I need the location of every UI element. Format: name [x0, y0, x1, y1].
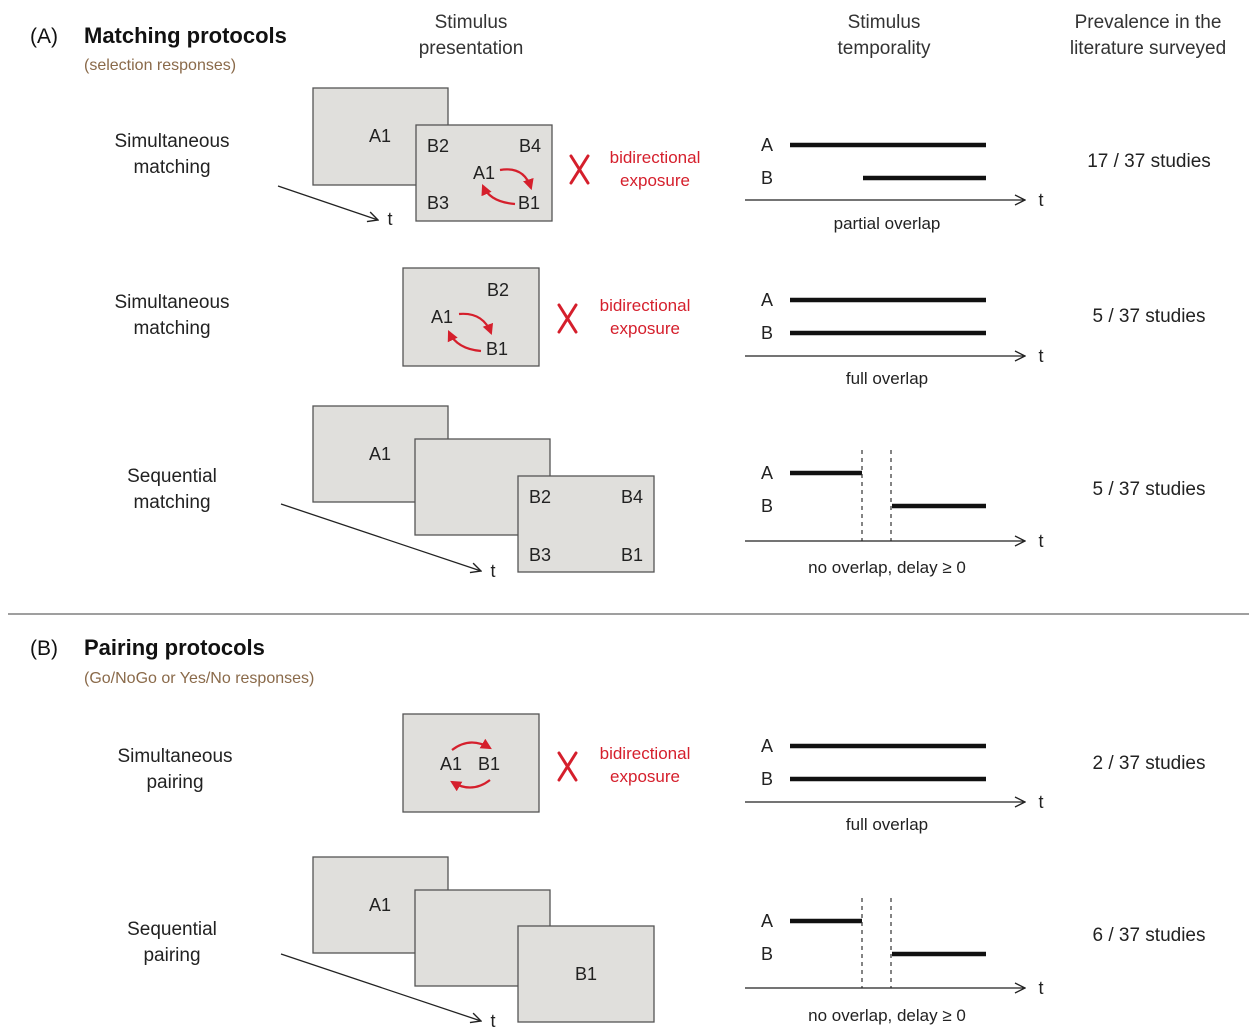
- section-b-title: Pairing protocols: [84, 635, 265, 660]
- row-sequential-pairing: Sequential pairing A1 B1 t A B t no over…: [127, 856, 1206, 1031]
- section-a-subtitle: (selection responses): [84, 57, 236, 74]
- time-arrow: [277, 185, 378, 220]
- bidirectional-label-line2: exposure: [610, 767, 680, 786]
- header-stimulus-presentation-line2: presentation: [419, 38, 524, 59]
- time-axis-label: t: [1038, 792, 1043, 812]
- bidirectional-arrow-forward: [499, 168, 534, 191]
- stim-label-a1: A1: [369, 126, 391, 146]
- bidirectional-label-line2: exposure: [610, 319, 680, 338]
- temporal-label-a: A: [761, 463, 773, 483]
- stim-label-b2: B2: [487, 280, 509, 300]
- screen-comparison: [415, 124, 553, 222]
- section-b-letter: (B): [30, 637, 58, 660]
- section-a-title: Matching protocols: [84, 23, 287, 48]
- stim-label-a1: A1: [440, 754, 462, 774]
- stim-label-a1: A1: [431, 307, 453, 327]
- row-label-line1: Sequential: [127, 919, 217, 940]
- stim-label-b3: B3: [529, 545, 551, 565]
- time-axis-label: t: [1038, 978, 1043, 998]
- bidirectional-label-line2: exposure: [620, 171, 690, 190]
- cross-mark-stroke-2: [557, 751, 578, 782]
- stim-label-b4: B4: [519, 136, 541, 156]
- row-label-line1: Sequential: [127, 466, 217, 487]
- header-stimulus-presentation-line1: Stimulus: [435, 12, 508, 33]
- temporality-caption: no overlap, delay ≥ 0: [808, 1006, 966, 1025]
- prevalence-value: 5 / 37 studies: [1092, 306, 1205, 327]
- header-stimulus-temporality-line1: Stimulus: [848, 12, 921, 33]
- row-label-line2: matching: [133, 157, 210, 178]
- time-axis-label: t: [1038, 346, 1043, 366]
- stim-label-a1: A1: [369, 895, 391, 915]
- prevalence-value: 6 / 37 studies: [1092, 925, 1205, 946]
- header-prevalence-line1: Prevalence in the: [1075, 12, 1222, 33]
- stim-label-b3: B3: [427, 193, 449, 213]
- temporality-caption: no overlap, delay ≥ 0: [808, 558, 966, 577]
- prevalence-value: 5 / 37 studies: [1092, 479, 1205, 500]
- bidirectional-arrow-forward: [451, 738, 492, 751]
- temporal-label-b: B: [761, 769, 773, 789]
- row-simultaneous-matching-partial: Simultaneous matching A1 B2 B4 B3 B1 A1 …: [114, 87, 1211, 233]
- stim-label-b1: B1: [518, 193, 540, 213]
- row-label-line1: Simultaneous: [114, 292, 229, 313]
- stim-label-b1: B1: [621, 545, 643, 565]
- temporality-caption: full overlap: [846, 369, 928, 388]
- stim-label-b4: B4: [621, 487, 643, 507]
- row-label-line1: Simultaneous: [117, 746, 232, 767]
- stim-label-a1-comparison: A1: [473, 163, 495, 183]
- row-label-line2: matching: [133, 318, 210, 339]
- temporal-label-a: A: [761, 911, 773, 931]
- time-label: t: [490, 561, 495, 581]
- screen-simultaneous: [402, 713, 540, 813]
- prevalence-value: 17 / 37 studies: [1087, 151, 1211, 172]
- stim-label-b1: B1: [486, 339, 508, 359]
- prevalence-value: 2 / 37 studies: [1092, 753, 1205, 774]
- bidirectional-arrow-backward: [481, 183, 516, 206]
- time-arrow: [280, 503, 481, 571]
- header-prevalence-line2: literature surveyed: [1070, 38, 1226, 59]
- temporal-label-a: A: [761, 736, 773, 756]
- time-label: t: [387, 209, 392, 229]
- row-simultaneous-matching-full: Simultaneous matching B2 A1 B1 bidirecti…: [114, 267, 1206, 388]
- stim-label-a1: A1: [369, 444, 391, 464]
- stim-label-b2: B2: [529, 487, 551, 507]
- row-label-line2: matching: [133, 492, 210, 513]
- section-a-letter: (A): [30, 25, 58, 48]
- stim-label-b1: B1: [478, 754, 500, 774]
- temporal-label-b: B: [761, 168, 773, 188]
- temporal-label-a: A: [761, 290, 773, 310]
- row-label-line1: Simultaneous: [114, 131, 229, 152]
- section-b-subtitle: (Go/NoGo or Yes/No responses): [84, 670, 314, 687]
- row-label-line2: pairing: [143, 945, 200, 966]
- row-simultaneous-pairing: Simultaneous pairing A1 B1 bidirectional…: [117, 713, 1206, 834]
- stim-label-b1: B1: [575, 964, 597, 984]
- temporal-label-b: B: [761, 944, 773, 964]
- time-label: t: [490, 1011, 495, 1031]
- cross-mark-stroke-2: [569, 154, 590, 185]
- row-label-line2: pairing: [146, 772, 203, 793]
- screen-comparison: [517, 475, 655, 573]
- screen-test: [517, 925, 655, 1023]
- bidirectional-label-line1: bidirectional: [600, 296, 691, 315]
- temporal-label-b: B: [761, 496, 773, 516]
- bidirectional-label-line1: bidirectional: [600, 744, 691, 763]
- temporal-label-b: B: [761, 323, 773, 343]
- time-axis-label: t: [1038, 531, 1043, 551]
- screen-simultaneous: [402, 267, 540, 367]
- bidirectional-label-line1: bidirectional: [610, 148, 701, 167]
- time-arrow: [280, 953, 481, 1021]
- time-axis-label: t: [1038, 190, 1043, 210]
- temporality-caption: partial overlap: [834, 214, 941, 233]
- bidirectional-arrow-backward: [450, 779, 491, 792]
- header-stimulus-temporality-line2: temporality: [838, 38, 931, 59]
- bidirectional-arrow-forward: [458, 312, 494, 336]
- temporal-label-a: A: [761, 135, 773, 155]
- temporality-caption: full overlap: [846, 815, 928, 834]
- row-sequential-matching: Sequential matching A1 B2 B4 B3 B1 t A B…: [127, 405, 1206, 581]
- stim-label-b2: B2: [427, 136, 449, 156]
- cross-mark-stroke-2: [557, 303, 578, 334]
- bidirectional-arrow-backward: [447, 330, 482, 353]
